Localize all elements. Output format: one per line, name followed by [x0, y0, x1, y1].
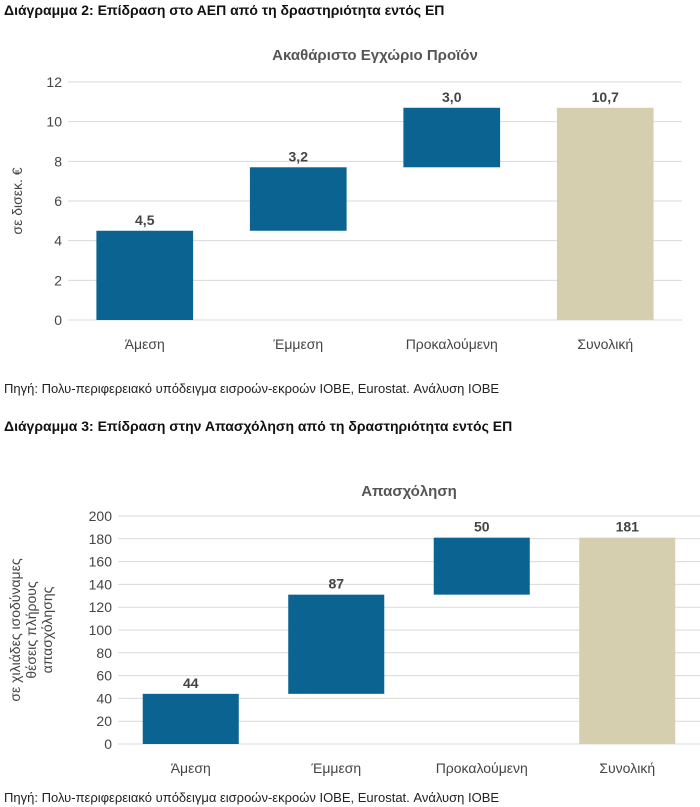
- y-tick-label: 20: [96, 713, 112, 729]
- employment-waterfall-chart: Απασχόληση 0 20 40 60 80 100 120 140 160 180 200 σε …: [7, 483, 700, 776]
- y-axis-label-line-0: σε χιλιάδες ισοδύναμες: [7, 558, 23, 701]
- category-label-1: Έμμεση: [310, 760, 361, 776]
- category-label-2: Προκαλούμενη: [436, 760, 528, 776]
- category-label-3: Συνολική: [577, 336, 633, 352]
- y-tick-label: 12: [46, 74, 62, 90]
- y-tick-label: 40: [96, 690, 112, 706]
- y-tick-label: 0: [104, 736, 112, 752]
- data-label-2: 50: [474, 519, 490, 535]
- y-tick-label: 80: [96, 645, 112, 661]
- y-axis-label-line-1: θέσεις πλήρους: [23, 581, 39, 679]
- y-tick-label: 100: [89, 622, 113, 638]
- bar-2: [433, 537, 530, 595]
- bar-1: [249, 167, 347, 231]
- y-tick-label: 180: [89, 531, 113, 547]
- y-tick-label: 60: [96, 668, 112, 684]
- chart-title: Ακαθάριστο Εγχώριο Προϊόν: [272, 47, 478, 64]
- gdp-waterfall-chart: Ακαθάριστο Εγχώριο Προϊόν 0 2 4 6 8 10 12 σε δισ…: [9, 47, 682, 352]
- category-label-0: Άμεση: [125, 336, 165, 352]
- data-label-0: 44: [183, 675, 199, 691]
- chart-title: Απασχόληση: [361, 483, 457, 500]
- y-tick-label: 120: [89, 599, 113, 615]
- data-label-1: 87: [328, 576, 344, 592]
- y-tick-label: 4: [54, 233, 62, 249]
- bar-3: [579, 537, 676, 744]
- y-tick-label: 8: [54, 153, 62, 169]
- category-label-2: Προκαλούμενη: [406, 336, 498, 352]
- category-label-3: Συνολική: [599, 760, 655, 776]
- y-tick-label: 0: [54, 312, 62, 328]
- y-axis-label-line-2: απασχόλησης: [39, 586, 55, 673]
- data-label-3: 181: [616, 519, 640, 535]
- bar-0: [142, 693, 239, 744]
- data-label-1: 3,2: [289, 148, 309, 164]
- data-label-2: 3,0: [442, 89, 462, 105]
- y-tick-label: 160: [89, 554, 113, 570]
- category-label-0: Άμεση: [171, 760, 211, 776]
- bar-1: [288, 594, 385, 694]
- y-tick-label: 200: [89, 508, 113, 524]
- chart2-source: Πηγή: Πολυ-περιφερειακό υπόδειγμα εισροώ…: [4, 790, 500, 805]
- category-label-1: Έμμεση: [272, 336, 323, 352]
- y-tick-label: 2: [54, 272, 62, 288]
- bar-2: [403, 107, 501, 168]
- bar-3: [556, 107, 654, 321]
- chart1-caption: Διάγραμμα 2: Επίδραση στο ΑΕΠ από τη δρα…: [4, 2, 445, 18]
- y-axis-label: σε δισεκ. €: [9, 167, 25, 234]
- bar-0: [96, 230, 194, 320]
- y-tick-label: 6: [54, 193, 62, 209]
- chart2-caption: Διάγραμμα 3: Επίδραση στην Απασχόληση απ…: [4, 418, 513, 434]
- data-label-3: 10,7: [592, 89, 619, 105]
- data-label-0: 4,5: [135, 212, 155, 228]
- chart1-source: Πηγή: Πολυ-περιφερειακό υπόδειγμα εισροώ…: [4, 381, 500, 396]
- y-tick-label: 10: [46, 114, 62, 130]
- y-tick-label: 140: [89, 576, 113, 592]
